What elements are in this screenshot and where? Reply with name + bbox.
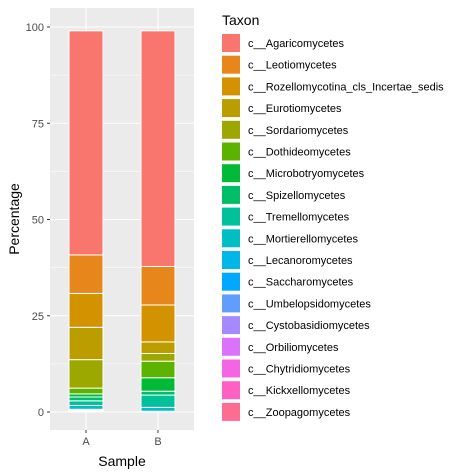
- bar-segment: [68, 404, 104, 410]
- bar-segment: [140, 406, 176, 412]
- bar-segment: [68, 254, 104, 294]
- legend-key: [222, 251, 240, 269]
- legend-label: c__Leotiomycetes: [248, 60, 337, 72]
- legend-key: [222, 402, 240, 421]
- bar-segment: [140, 30, 176, 267]
- bar-segment: [140, 265, 176, 306]
- legend-label: c__Eurotiomycetes: [248, 103, 342, 115]
- x-tick-label: B: [154, 436, 161, 448]
- bar-segment: [140, 341, 176, 354]
- y-tick-label: 25: [32, 311, 44, 323]
- bar-segment: [68, 387, 104, 395]
- x-axis-title: Sample: [98, 453, 146, 469]
- legend-key: [222, 164, 240, 183]
- legend-label: c__Spizellomycetes: [248, 190, 346, 202]
- legend-key: [222, 120, 240, 139]
- x-tick-label: A: [82, 436, 90, 448]
- y-axis-title: Percentage: [6, 183, 22, 255]
- bar-segment: [68, 326, 104, 361]
- legend-label: c__Umbelopsidomycetes: [248, 298, 371, 310]
- bar-segment: [68, 396, 104, 402]
- legend-key: [222, 142, 240, 161]
- y-tick-label: 75: [32, 118, 44, 130]
- legend-key: [222, 185, 240, 204]
- legend-label: c__Orbiliomycetes: [248, 342, 339, 354]
- plot-area: [50, 8, 194, 430]
- legend-label: c__Lecanoromycetes: [248, 255, 353, 267]
- bar-segment: [140, 360, 176, 379]
- y-tick-label: 50: [32, 215, 44, 227]
- legend-key: [222, 337, 240, 356]
- legend-label: c__Agaricomycetes: [248, 38, 344, 50]
- bars: [68, 30, 176, 413]
- legend-key: [222, 77, 240, 96]
- legend-key: [222, 99, 240, 118]
- legend-key: [222, 229, 240, 248]
- bar-segment: [68, 292, 104, 328]
- legend-key: [222, 294, 240, 313]
- legend-key: [222, 359, 240, 378]
- legend-label: c__Cystobasidiomycetes: [248, 320, 370, 332]
- bar-segment: [140, 390, 176, 396]
- legend-label: c__Microbotryomycetes: [248, 168, 365, 180]
- legend-key: [222, 272, 240, 291]
- y-axis: 0 25 50 75 100: [26, 22, 50, 419]
- legend-label: c__Zoopagomycetes: [248, 407, 351, 419]
- legend-label: c__Chytridiomycetes: [248, 364, 351, 376]
- legend-key: [222, 34, 240, 52]
- bar-segment: [140, 377, 176, 392]
- legend-title: Taxon: [222, 12, 259, 28]
- legend-label: c__Sordariomycetes: [248, 125, 349, 137]
- bar-segment: [68, 30, 104, 256]
- y-tick-label: 0: [38, 407, 44, 419]
- bar-segment: [140, 304, 176, 343]
- bar-segment: [68, 400, 104, 406]
- legend-label: c__Dothideomycetes: [248, 147, 351, 159]
- bar-segment: [140, 352, 176, 362]
- legend-key: [222, 316, 240, 335]
- legend-key: [222, 207, 240, 226]
- legend-key: [222, 381, 240, 400]
- legend-items: c__Agaricomycetes c__Leotiomycetes c__Roze…: [222, 34, 444, 421]
- bar-segment: [140, 394, 176, 408]
- legend-key: [222, 55, 240, 74]
- legend-label: c__Mortierellomycetes: [248, 233, 359, 245]
- legend-label: c__Kickxellomycetes: [248, 385, 351, 397]
- legend: Taxon c__Agaricomycetesc__Leotiomycetesc…: [222, 12, 444, 421]
- legend-label: c__Rozellomycotina_cls_Incertae_sedis: [248, 81, 444, 93]
- legend-label: c__Tremellomycetes: [248, 212, 350, 224]
- legend-label: c__Saccharomycetes: [248, 277, 354, 289]
- y-tick-label: 100: [26, 22, 44, 34]
- bar-segment: [68, 359, 104, 389]
